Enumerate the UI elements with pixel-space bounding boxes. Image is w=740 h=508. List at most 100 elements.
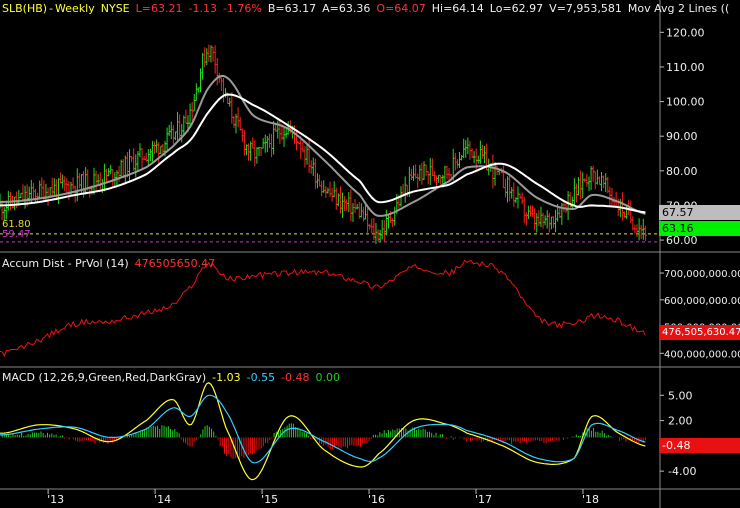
macd-title[interactable]: MACD (12,26,9,Green,Red,DarkGray): [2, 371, 207, 384]
price-bar: [13, 196, 17, 211]
price-bar: [303, 146, 307, 168]
accum-tag: 476,505,630.47: [659, 325, 740, 340]
price-bar: [347, 191, 351, 213]
accum-tick-label: 600,000,000.00: [664, 296, 740, 307]
price-bar: [125, 152, 129, 178]
price-bar: [483, 145, 487, 164]
price-bar: [242, 129, 246, 156]
symbol-label[interactable]: SLB(HB): [2, 2, 48, 15]
price-bar: [639, 224, 643, 239]
price-bar: [184, 109, 188, 124]
price-bar: [439, 175, 443, 185]
price-bar: [403, 176, 407, 203]
price-bar: [44, 183, 48, 202]
price-bar: [65, 178, 69, 195]
change-value: -1.13: [188, 2, 217, 15]
price-bar: [61, 174, 65, 189]
price-bar: [338, 186, 342, 214]
price-bar: [199, 68, 203, 93]
change-pct-value: -1.76%: [222, 2, 262, 15]
macd-line: [0, 381, 646, 481]
price-bar: [409, 168, 413, 181]
price-bar: [221, 78, 225, 103]
price-bar: [418, 164, 422, 182]
price-bar: [205, 48, 209, 66]
price-bar: [620, 192, 624, 221]
price-bar: [311, 157, 315, 176]
study-label[interactable]: Mov Avg 2 Lines ((: [627, 2, 730, 15]
price-bar: [0, 200, 4, 221]
exchange-label: NYSE: [100, 2, 130, 15]
price-bar: [236, 107, 240, 128]
price-bar: [4, 201, 8, 220]
ma-slow-line: [0, 93, 646, 214]
price-bar: [581, 172, 585, 199]
price-bar: [355, 203, 359, 210]
price-bar: [597, 176, 601, 185]
price-bar: [345, 199, 349, 211]
x-tick-label: '18: [582, 493, 599, 506]
price-bar: [84, 167, 88, 195]
bid-value: B=63.17: [267, 2, 317, 15]
price-bar: [570, 196, 574, 209]
price-bar: [332, 181, 336, 198]
price-tick-label: 100.00: [666, 96, 705, 109]
price-bar: [169, 121, 173, 140]
price-bar: [370, 218, 374, 234]
price-bar: [98, 172, 102, 190]
price-tick-label: 110.00: [666, 61, 705, 74]
price-bar: [15, 191, 19, 209]
price-bar: [123, 155, 127, 184]
price-bar: [219, 77, 223, 91]
price-bar: [574, 183, 578, 203]
price-bar: [460, 155, 464, 161]
price-bar: [539, 206, 543, 228]
yellow-level-label: 61.80: [2, 219, 31, 230]
macd-tag: -0.48: [659, 438, 740, 453]
price-bar: [520, 192, 524, 205]
price-bar: [171, 125, 175, 145]
price-bar: [405, 184, 409, 197]
price-panel: [0, 44, 660, 244]
price-tick-label: 60.00: [666, 234, 698, 247]
price-bar: [132, 148, 136, 171]
price-bar: [554, 209, 558, 233]
price-bar: [516, 186, 520, 209]
price-tick-label: 90.00: [666, 130, 698, 143]
price-bar: [378, 229, 382, 243]
price-bar: [148, 148, 152, 161]
price-bar: [318, 174, 322, 187]
x-tick-label: '16: [368, 493, 385, 506]
price-bar: [249, 141, 253, 161]
price-bar: [167, 124, 171, 137]
price-bar: [59, 172, 63, 184]
price-bar: [215, 58, 219, 86]
price-bar: [140, 148, 144, 169]
price-bar: [424, 164, 428, 177]
price-bar: [491, 154, 495, 189]
price-bar: [213, 45, 217, 74]
price-bar: [595, 169, 599, 185]
price-bar: [96, 174, 100, 185]
price-bar: [366, 207, 370, 236]
price-bar: [138, 143, 142, 158]
price-bar: [501, 165, 505, 189]
accum-title[interactable]: Accum Dist - PrVol (14): [2, 257, 129, 270]
price-bar: [111, 169, 115, 187]
price-bar: [572, 178, 576, 207]
price-bar: [209, 45, 213, 63]
price-bar: [150, 140, 154, 162]
price-bar: [462, 138, 466, 158]
x-tick-label: '17: [475, 493, 492, 506]
price-bar: [130, 156, 134, 162]
signal-line: [0, 394, 646, 464]
price-bar: [476, 155, 480, 164]
accum-header: Accum Dist - PrVol (14) 476505650.47: [2, 257, 221, 270]
price-bar: [547, 212, 551, 233]
price-bar: [201, 52, 205, 80]
price-bar: [435, 175, 439, 188]
price-bar: [422, 161, 426, 181]
price-bar: [251, 137, 255, 149]
price-bar: [155, 139, 159, 153]
price-bar: [253, 140, 257, 167]
